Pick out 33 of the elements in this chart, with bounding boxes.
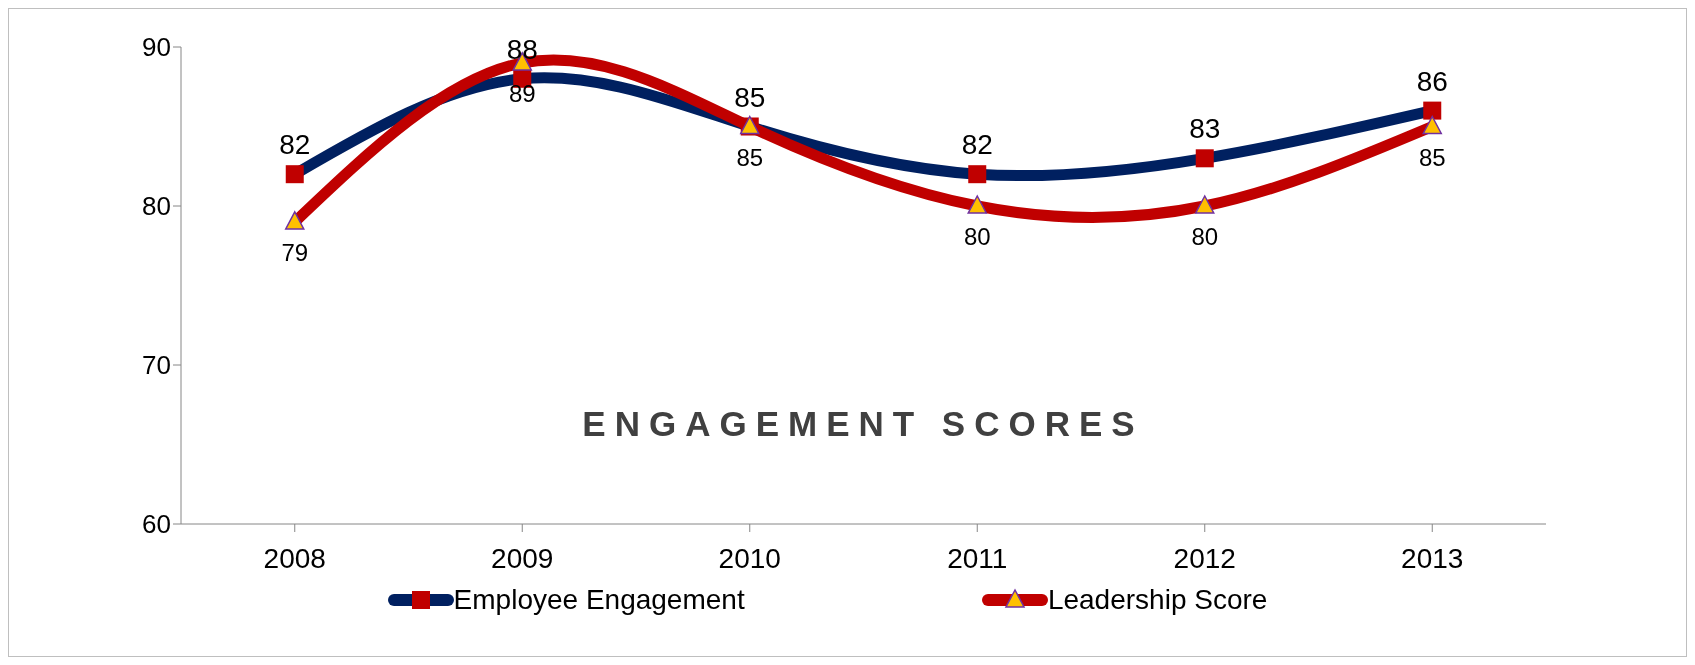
data-label: 85 <box>1418 143 1446 171</box>
x-tick-label: 2009 <box>491 542 554 574</box>
data-label: 80 <box>963 223 991 251</box>
data-label: 89 <box>508 79 536 107</box>
y-tick-label: 60 <box>142 509 171 540</box>
point <box>1195 149 1214 168</box>
x-tick-label: 2010 <box>718 542 781 574</box>
data-label: 86 <box>1416 65 1448 97</box>
data-label: 88 <box>506 33 538 65</box>
point <box>967 195 987 214</box>
point <box>285 211 305 230</box>
y-tick-label: 80 <box>142 191 171 222</box>
data-label: 85 <box>734 81 766 113</box>
x-tick-label: 2012 <box>1173 542 1236 574</box>
text: ENGAGEMENT SCORES <box>581 404 1145 444</box>
point <box>1195 195 1215 214</box>
x-tick-label: 2011 <box>947 542 1008 574</box>
point <box>1422 115 1442 135</box>
x-tick-label: 2013 <box>1401 542 1464 574</box>
point <box>1423 101 1442 120</box>
point <box>285 165 304 184</box>
data-label: 82 <box>961 129 993 161</box>
legend-label: Leadership Score <box>1047 584 1268 616</box>
y-tick-label: 70 <box>142 350 171 381</box>
data-label: 85 <box>736 143 764 171</box>
data-label: 80 <box>1191 223 1219 251</box>
x-tick-label: 2008 <box>263 542 326 574</box>
legend-label: Employee Engagement <box>453 584 745 616</box>
point <box>968 165 987 184</box>
data-label: 83 <box>1189 113 1221 145</box>
data-label: 82 <box>279 129 311 161</box>
y-tick-label: 90 <box>142 32 171 63</box>
data-label: 79 <box>281 238 309 266</box>
